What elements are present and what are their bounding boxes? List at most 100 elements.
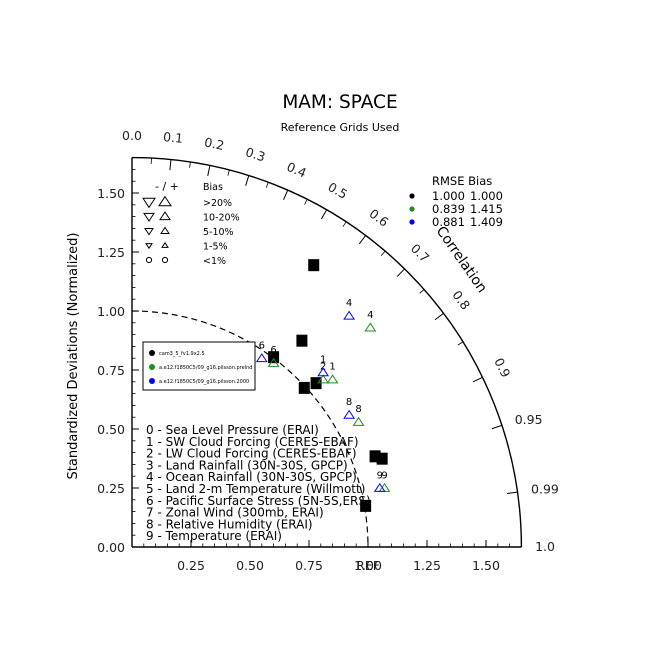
- correlation-tick: [283, 189, 289, 201]
- bias-legend-down-triangle: [144, 227, 154, 236]
- bias-value: 1.000: [470, 189, 503, 203]
- point-marker: [296, 334, 308, 347]
- data-point: 4: [364, 310, 377, 332]
- point-marker: [317, 367, 330, 377]
- point-marker: [343, 409, 356, 419]
- y-tick-label: 0.25: [97, 481, 125, 496]
- correlation-tick-label: 0.3: [244, 144, 267, 164]
- correlation-minor-tick: [419, 289, 425, 294]
- point-label: 2: [299, 337, 305, 348]
- correlation-tick-label: 0.2: [203, 134, 225, 153]
- correlation-tick: [506, 491, 518, 495]
- y-tick-label: 0.75: [97, 363, 125, 378]
- correlation-tick: [169, 159, 172, 171]
- correlation-minor-tick: [457, 341, 464, 346]
- data-point: 4: [308, 259, 320, 273]
- rmse-value: 0.881: [432, 215, 465, 229]
- correlation-tick-label: 0.8: [449, 288, 473, 313]
- x-tick-label: 1.00: [354, 558, 382, 573]
- point-marker: [255, 353, 268, 363]
- bias-legend-label: 5-10%: [203, 227, 234, 238]
- data-point: 6: [255, 340, 268, 363]
- point-label: 8: [313, 380, 319, 391]
- case-legend-label: a.e12.f1850C5/09_g16.pilsson.prelnd: [159, 365, 252, 371]
- point-marker: [317, 374, 330, 384]
- correlation-tick: [207, 165, 211, 176]
- point-label: 4: [367, 310, 373, 321]
- legend-layer: - / + Bias >20% 10-20% 5-10% 1-5% <1% RMSE Bias…: [142, 174, 503, 543]
- point-label: 0: [379, 455, 385, 466]
- reference-arc: [131, 310, 369, 548]
- point-label: 1: [320, 355, 326, 366]
- point-marker: [267, 357, 280, 367]
- data-point: 1: [326, 362, 339, 384]
- correlation-tick: [245, 175, 250, 186]
- point-marker: [310, 377, 322, 390]
- correlation-tick: [491, 424, 503, 430]
- bias-legend-up-triangle: [160, 226, 170, 235]
- correlation-tick-label: 0.5: [325, 179, 350, 202]
- point-marker: [343, 310, 356, 320]
- bias-legend-up-triangle: [159, 211, 171, 221]
- bias-legend-down-triangle: [143, 212, 155, 222]
- correlation-label: Correlation: [433, 223, 490, 295]
- correlation-tick: [472, 376, 483, 383]
- point-label: 7: [372, 453, 378, 464]
- x-tick-label: 1.50: [472, 558, 500, 573]
- correlation-minor-tick: [265, 182, 269, 188]
- variable-legend-item: 3 - Land Rainfall (30N-30S, GPCP): [146, 458, 348, 472]
- correlation-tick-label: 0.6: [367, 206, 392, 230]
- correlation-tick-label: 0.9: [491, 355, 513, 379]
- point-label: 8: [346, 397, 352, 408]
- bias-legend-label: <1%: [203, 256, 226, 267]
- x-tick-label: 1.25: [413, 558, 441, 573]
- data-point: 6: [267, 345, 280, 367]
- chart-title: MAM: SPACE: [282, 92, 397, 113]
- bias-legend-label: >20%: [203, 198, 232, 209]
- correlation-tick: [434, 312, 444, 321]
- point-label: 2: [320, 362, 326, 373]
- case-legend-dot: [149, 378, 155, 384]
- data-point: 2: [317, 362, 330, 384]
- point-label: 5: [362, 502, 368, 513]
- variable-legend-item: 6 - Pacific Surface Stress (5N-5S,ERS): [146, 494, 371, 508]
- y-tick-label: 1.50: [97, 186, 125, 201]
- bias-legend-header-right: Bias: [203, 182, 223, 193]
- y-axis-title: Standardized Deviations (Normalized): [66, 233, 81, 480]
- point-marker: [373, 482, 386, 492]
- case-legend-box: [142, 341, 256, 391]
- x-tick-label: 0.50: [236, 558, 264, 573]
- bias-legend-down-triangle: [145, 243, 153, 250]
- rmse-value: 0.839: [432, 202, 465, 216]
- ref-label: REF: [356, 558, 380, 573]
- variable-legend-item: 4 - Ocean Rainfall (30N-30S, GPCP): [146, 470, 357, 484]
- correlation-tick-label: 0.0: [122, 128, 142, 143]
- bias-value: 1.415: [470, 202, 503, 216]
- point-marker: [308, 259, 320, 272]
- grid-layer: [131, 310, 369, 548]
- correlation-tick: [358, 235, 367, 245]
- point-label: 4: [311, 262, 317, 273]
- rmse-table-dot: [409, 206, 415, 212]
- outer-arc: [131, 156, 523, 548]
- data-point: 2: [296, 334, 308, 348]
- data-point: 3: [298, 381, 310, 395]
- point-label: 3: [301, 384, 307, 395]
- correlation-tick-label: 0.4: [285, 159, 309, 181]
- case-legend-dot: [149, 350, 155, 356]
- point-marker: [369, 450, 381, 463]
- bias-legend-down-triangle: [142, 197, 156, 209]
- correlation-minor-tick: [227, 169, 230, 176]
- correlation-minor-tick: [342, 221, 347, 227]
- correlation-tick: [320, 209, 328, 220]
- case-legend-dot: [149, 364, 155, 370]
- data-point: 4: [343, 298, 356, 320]
- correlation-tick-label: 0.1: [163, 129, 184, 146]
- bias-legend-up-triangle: [158, 195, 172, 207]
- data-point: 7: [369, 450, 381, 464]
- variable-legend-item: 7 - Zonal Wind (300mb, ERAI): [146, 506, 324, 520]
- variable-legend-item: 0 - Sea Level Pressure (ERAI): [146, 423, 319, 437]
- case-legend-label: cam3_5_fv1.9x2.5: [159, 351, 205, 357]
- rmse-table-dot: [409, 193, 415, 199]
